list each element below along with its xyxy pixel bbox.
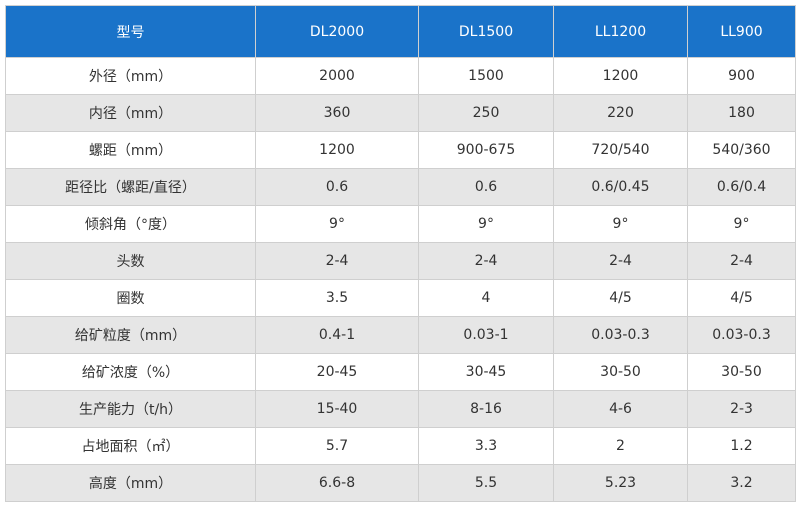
cell: 540/360 [687, 131, 796, 169]
cell: 3.3 [418, 427, 554, 465]
cell: 0.03-1 [418, 316, 554, 354]
table-row: 距径比（螺距/直径） 0.6 0.6 0.6/0.45 0.6/0.4 [5, 168, 796, 206]
header-row: 型号 DL2000 DL1500 LL1200 LL900 [5, 5, 796, 58]
header-cell: LL1200 [553, 5, 688, 58]
cell: 1.2 [687, 427, 796, 465]
cell: 0.03-0.3 [553, 316, 688, 354]
cell: 2000 [255, 57, 419, 95]
cell: 5.23 [553, 464, 688, 502]
cell: 30-50 [687, 353, 796, 391]
table-row: 生产能力（t/h） 15-40 8-16 4-6 2-3 [5, 390, 796, 428]
cell: 2-3 [687, 390, 796, 428]
cell: 4 [418, 279, 554, 317]
cell: 0.6 [418, 168, 554, 206]
cell: 9° [687, 205, 796, 243]
cell: 2-4 [418, 242, 554, 280]
table-row: 给矿浓度（%） 20-45 30-45 30-50 30-50 [5, 353, 796, 391]
cell: 30-45 [418, 353, 554, 391]
cell: 1200 [255, 131, 419, 169]
table-row: 倾斜角（°度） 9° 9° 9° 9° [5, 205, 796, 243]
cell: 0.03-0.3 [687, 316, 796, 354]
cell: 30-50 [553, 353, 688, 391]
table-row: 外径（mm） 2000 1500 1200 900 [5, 57, 796, 95]
table-body: 外径（mm） 2000 1500 1200 900 内径（mm） 360 250 220 180 螺… [5, 57, 796, 502]
cell: 2 [553, 427, 688, 465]
header-cell: 型号 [5, 5, 256, 58]
cell: 360 [255, 94, 419, 132]
cell: 250 [418, 94, 554, 132]
spec-table: 型号 DL2000 DL1500 LL1200 LL900 外径（mm） 2000 1500… [5, 5, 796, 502]
cell: 9° [255, 205, 419, 243]
cell: 8-16 [418, 390, 554, 428]
cell: 0.6/0.45 [553, 168, 688, 206]
cell: 900 [687, 57, 796, 95]
cell: 1500 [418, 57, 554, 95]
row-label: 圈数 [5, 279, 256, 317]
row-label: 距径比（螺距/直径） [5, 168, 256, 206]
cell: 4/5 [553, 279, 688, 317]
row-label: 占地面积（㎡） [5, 427, 256, 465]
cell: 0.4-1 [255, 316, 419, 354]
cell: 5.5 [418, 464, 554, 502]
cell: 4/5 [687, 279, 796, 317]
row-label: 生产能力（t/h） [5, 390, 256, 428]
row-label: 高度（mm） [5, 464, 256, 502]
cell: 3.2 [687, 464, 796, 502]
cell: 180 [687, 94, 796, 132]
cell: 2-4 [553, 242, 688, 280]
cell: 220 [553, 94, 688, 132]
table-row: 占地面积（㎡） 5.7 3.3 2 1.2 [5, 427, 796, 465]
cell: 6.6-8 [255, 464, 419, 502]
cell: 2-4 [687, 242, 796, 280]
table-container: 型号 DL2000 DL1500 LL1200 LL900 外径（mm） 2000 1500… [5, 5, 796, 502]
cell: 0.6 [255, 168, 419, 206]
cell: 15-40 [255, 390, 419, 428]
cell: 0.6/0.4 [687, 168, 796, 206]
cell: 900-675 [418, 131, 554, 169]
table-row: 高度（mm） 6.6-8 5.5 5.23 3.2 [5, 464, 796, 502]
header-cell: DL2000 [255, 5, 419, 58]
row-label: 头数 [5, 242, 256, 280]
row-label: 内径（mm） [5, 94, 256, 132]
table-row: 圈数 3.5 4 4/5 4/5 [5, 279, 796, 317]
header-cell: DL1500 [418, 5, 554, 58]
table-row: 给矿粒度（mm） 0.4-1 0.03-1 0.03-0.3 0.03-0.3 [5, 316, 796, 354]
row-label: 螺距（mm） [5, 131, 256, 169]
cell: 5.7 [255, 427, 419, 465]
row-label: 给矿粒度（mm） [5, 316, 256, 354]
header-cell: LL900 [687, 5, 796, 58]
cell: 1200 [553, 57, 688, 95]
cell: 9° [553, 205, 688, 243]
table-row: 内径（mm） 360 250 220 180 [5, 94, 796, 132]
row-label: 给矿浓度（%） [5, 353, 256, 391]
row-label: 外径（mm） [5, 57, 256, 95]
cell: 3.5 [255, 279, 419, 317]
cell: 20-45 [255, 353, 419, 391]
cell: 9° [418, 205, 554, 243]
cell: 4-6 [553, 390, 688, 428]
row-label: 倾斜角（°度） [5, 205, 256, 243]
table-row: 螺距（mm） 1200 900-675 720/540 540/360 [5, 131, 796, 169]
cell: 2-4 [255, 242, 419, 280]
cell: 720/540 [553, 131, 688, 169]
table-row: 头数 2-4 2-4 2-4 2-4 [5, 242, 796, 280]
